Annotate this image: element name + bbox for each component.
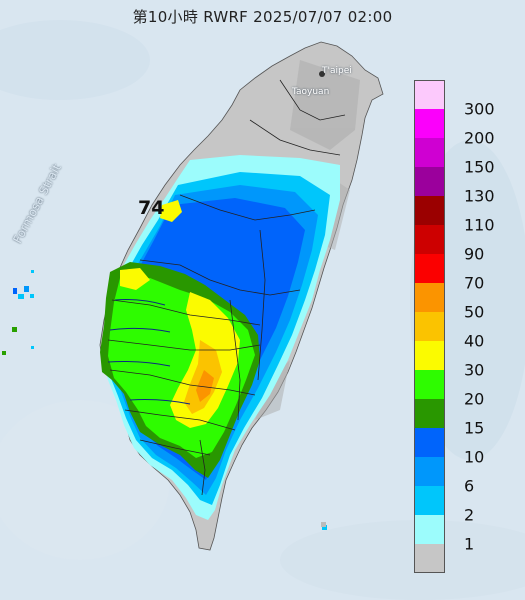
legend-swatch bbox=[414, 428, 445, 457]
legend-label: 50 bbox=[464, 302, 485, 322]
legend-swatch bbox=[414, 399, 445, 428]
legend-label: 1 bbox=[464, 534, 475, 554]
legend-swatch bbox=[414, 225, 445, 254]
legend: 300 200 150 130 110 90 70 50 40 30 20 15 10 6 2 1 bbox=[414, 80, 520, 573]
river-lines bbox=[107, 299, 191, 405]
legend-swatch bbox=[414, 80, 445, 109]
rain-50mm bbox=[196, 370, 214, 402]
boundary-lines bbox=[107, 79, 346, 496]
legend-label: 300 bbox=[464, 99, 495, 119]
legend-label: 70 bbox=[464, 273, 485, 293]
legend-swatch bbox=[414, 138, 445, 167]
legend-swatch bbox=[414, 544, 445, 573]
legend-label: 90 bbox=[464, 244, 485, 264]
legend-swatch bbox=[414, 109, 445, 138]
legend-label: 30 bbox=[464, 360, 485, 380]
legend-swatch bbox=[414, 515, 445, 544]
taipei-label: T'aipei bbox=[322, 66, 352, 76]
map-title: 第10小時 RWRF 2025/07/07 02:00 bbox=[132, 8, 393, 26]
rain-30mm-west bbox=[120, 268, 150, 290]
legend-label: 130 bbox=[464, 186, 495, 206]
taipei-marker bbox=[319, 71, 325, 77]
legend-label: 6 bbox=[464, 476, 475, 496]
legend-label: 200 bbox=[464, 128, 495, 148]
legend-swatch bbox=[414, 254, 445, 283]
legend-swatch bbox=[414, 312, 445, 341]
offshore-echoes bbox=[2, 270, 327, 530]
legend-swatch bbox=[414, 196, 445, 225]
legend-swatch bbox=[414, 457, 445, 486]
green-island bbox=[321, 522, 326, 527]
legend-label: 150 bbox=[464, 157, 495, 177]
legend-label: 10 bbox=[464, 447, 485, 467]
legend-label: 40 bbox=[464, 331, 485, 351]
legend-swatch bbox=[414, 167, 445, 196]
rain-30mm-north bbox=[160, 200, 182, 222]
legend-label: 110 bbox=[464, 215, 495, 235]
legend-label: 2 bbox=[464, 505, 475, 525]
legend-swatch bbox=[414, 341, 445, 370]
legend-label: 15 bbox=[464, 418, 485, 438]
legend-swatch bbox=[414, 370, 445, 399]
legend-label: 20 bbox=[464, 389, 485, 409]
max-rain-label: 74 bbox=[138, 197, 165, 219]
legend-swatch bbox=[414, 283, 445, 312]
legend-swatch bbox=[414, 486, 445, 515]
taoyuan-label: Taoyuan bbox=[292, 87, 330, 97]
